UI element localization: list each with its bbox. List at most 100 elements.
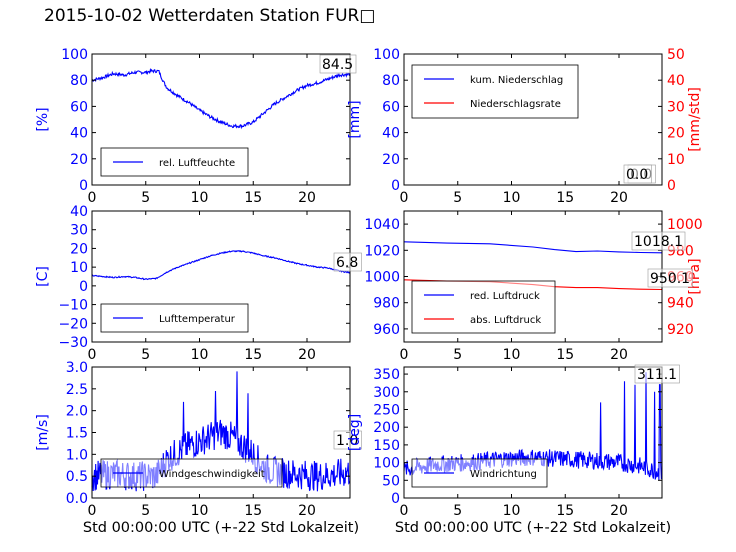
x-tick-label: 20 <box>298 347 316 363</box>
y-tick-label: 20 <box>382 152 400 168</box>
value-box-2-text: 0.0 <box>626 167 648 183</box>
value-box <box>333 252 362 272</box>
y-axis-label: [mm] <box>347 100 363 138</box>
value-box-text: 6.8 <box>336 255 358 271</box>
x-tick-label: 15 <box>556 347 574 363</box>
value-box-2 <box>647 268 693 288</box>
y-tick-label: −10 <box>58 298 88 314</box>
y-tick-label: 1040 <box>364 217 400 233</box>
legend-box <box>411 280 556 334</box>
y-tick-label: 0 <box>391 491 400 507</box>
value-box-text: 1018.1 <box>634 234 683 250</box>
y-tick-label-right: 50 <box>667 47 685 63</box>
x-axis-label: Std 00:00:00 UTC (+-22 Std Lokalzeit) <box>83 520 359 536</box>
y-tick-label: 1.5 <box>66 426 88 442</box>
x-tick-label: 20 <box>610 190 628 206</box>
x-tick-label: 10 <box>503 503 521 519</box>
y-tick-label: 10 <box>70 260 88 276</box>
legend-label: rel. Luftfeuchte <box>159 158 235 169</box>
y-tick-label-right: 20 <box>667 126 685 142</box>
x-tick-label: 10 <box>503 347 521 363</box>
y-tick-label: 40 <box>70 126 88 142</box>
y-axis-label: [deg] <box>347 414 363 451</box>
value-box-2-text: 950.1 <box>650 271 690 287</box>
x-tick-label: 5 <box>453 190 462 206</box>
y-tick-label: 3.0 <box>66 360 88 376</box>
y-tick-label: 60 <box>70 99 88 115</box>
y-tick-label: 40 <box>382 126 400 142</box>
y-tick-label: 20 <box>70 152 88 168</box>
axes-frame <box>403 53 663 186</box>
legend-box <box>411 64 579 119</box>
x-tick-label: 15 <box>556 503 574 519</box>
value-box <box>631 231 686 251</box>
y-tick-label: 200 <box>373 420 400 436</box>
x-tick-label: 10 <box>191 347 209 363</box>
x-tick-label: 0 <box>400 347 409 363</box>
x-tick-label: 5 <box>453 347 462 363</box>
x-tick-label: 0 <box>400 190 409 206</box>
x-axis-label: Std 00:00:00 UTC (+-22 Std Lokalzeit) <box>395 520 671 536</box>
y-tick-label: 980 <box>373 296 400 312</box>
x-tick-label: 10 <box>191 190 209 206</box>
y-tick-label: 2.5 <box>66 382 88 398</box>
value-box <box>333 430 362 450</box>
chart-windspeed: 0 5 10 15 20 0.0 0.5 1.0 1.5 2.0 2.5 3.0 [m/s] Std 00… <box>35 360 362 536</box>
y-tick-label: 150 <box>373 438 400 454</box>
y-axis-label: [C] <box>35 266 51 287</box>
chart-pressure: 0510152096098010001020104092094096098010… <box>364 210 703 363</box>
series-line-rel--luftfeuchte <box>91 67 351 130</box>
y-tick-label: 1020 <box>364 243 400 259</box>
x-tick-label: 15 <box>244 503 262 519</box>
axes-frame <box>91 53 351 186</box>
y-tick-label: −20 <box>58 316 88 332</box>
legend-label: kum. Niederschlag <box>470 75 563 86</box>
y-tick-label: 30 <box>70 223 88 239</box>
legend-label: abs. Luftdruck <box>470 315 541 326</box>
chart-humidity: 0 5 10 15 20 0 20 40 60 80 100 [%] rel. Luftfeuchte 8… <box>35 47 357 206</box>
legend-label: Windrichtung <box>470 469 537 480</box>
legend-label: Windgeschwindigkeit <box>159 469 265 480</box>
y-tick-label-right: 10 <box>667 152 685 168</box>
x-tick-label: 20 <box>298 503 316 519</box>
x-tick-label: 0 <box>400 503 409 519</box>
x-tick-label: 20 <box>610 347 628 363</box>
y-tick-label: 80 <box>382 73 400 89</box>
x-tick-label: 20 <box>610 503 628 519</box>
value-box-text: 84.5 <box>322 57 353 73</box>
y-tick-label: 1000 <box>364 270 400 286</box>
y-tick-label: 250 <box>373 402 400 418</box>
y-axis-label: [%] <box>35 107 51 131</box>
x-tick-label: 5 <box>453 503 462 519</box>
x-tick-label: 5 <box>141 503 150 519</box>
y-axis-label: [m/s] <box>35 414 51 451</box>
y-tick-label: 100 <box>373 456 400 472</box>
y-tick-label: 0 <box>79 279 88 295</box>
y-tick-label: 0 <box>391 178 400 194</box>
series-line-red--luftdruck <box>403 241 663 254</box>
y-tick-label: 80 <box>70 73 88 89</box>
x-tick-label: 0 <box>88 503 97 519</box>
x-tick-label: 5 <box>141 347 150 363</box>
legend-label: Lufttemperatur <box>159 314 236 325</box>
y-tick-label-right: 40 <box>667 73 685 89</box>
x-tick-label: 15 <box>244 190 262 206</box>
y-tick-label: 100 <box>373 47 400 63</box>
x-tick-label: 15 <box>244 347 262 363</box>
y-tick-label: 0 <box>79 178 88 194</box>
y-tick-label: 2.0 <box>66 404 88 420</box>
y-tick-label: 960 <box>373 322 400 338</box>
y-tick-label-right: 1000 <box>667 217 703 233</box>
y-tick-label: 350 <box>373 367 400 383</box>
x-tick-label: 10 <box>191 503 209 519</box>
x-tick-label: 0 <box>88 190 97 206</box>
x-tick-label: 5 <box>141 190 150 206</box>
chart-precip: 0 5 10 15 20 0 20 40 60 80 100 0 10 20 30 40 50 [mm] [mm/s… <box>347 47 703 206</box>
y-tick-label: 50 <box>382 473 400 489</box>
chart-temperature: 0 5 10 15 20 −30 −20 −10 0 10 20 30 40 [C] Lufttempera… <box>35 204 362 363</box>
x-tick-label: 10 <box>503 190 521 206</box>
y-tick-label: 20 <box>70 241 88 257</box>
value-box-2 <box>623 164 652 184</box>
